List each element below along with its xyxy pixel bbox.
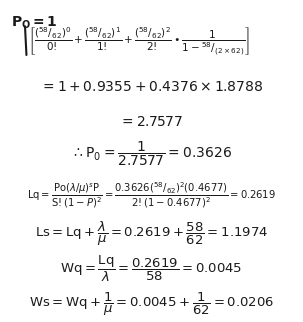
Text: $=2.7577$: $=2.7577$ [119, 115, 184, 129]
Text: $\mathbf{P_O=}\mathbf{1}$: $\mathbf{P_O=}\mathbf{1}$ [11, 15, 57, 31]
Text: $\therefore\mathrm{P_0=}\dfrac{1}{2.7577}=0.3626$: $\therefore\mathrm{P_0=}\dfrac{1}{2.7577… [71, 140, 232, 168]
Text: $\left[\dfrac{(^{58}/_{62})^0}{0!}+\dfrac{(^{58}/_{62})^1}{1!}+\dfrac{(^{58}/_{6: $\left[\dfrac{(^{58}/_{62})^0}{0!}+\dfra… [28, 26, 250, 58]
Text: $\mathrm{Ls=Lq+}\dfrac{\lambda}{\mu}=0.2619+\dfrac{58}{62}=1.1974$: $\mathrm{Ls=Lq+}\dfrac{\lambda}{\mu}=0.2… [35, 220, 268, 248]
Text: $=1+0.9355+0.4376\times1.8788$: $=1+0.9355+0.4376\times1.8788$ [40, 80, 263, 94]
Text: $\mathrm{Ws=Wq+}\dfrac{1}{\mu}=0.0045+\dfrac{1}{62}=0.0206$: $\mathrm{Ws=Wq+}\dfrac{1}{\mu}=0.0045+\d… [29, 291, 274, 318]
Text: $\mathrm{Lq=}\dfrac{\mathrm{Po}(\lambda/\mu)^s\mathrm{P}}{\mathrm{S}!(1-P)^2}=\d: $\mathrm{Lq=}\dfrac{\mathrm{Po}(\lambda/… [27, 181, 276, 210]
Text: $\mathrm{Wq=}\dfrac{\mathrm{Lq}}{\lambda}=\dfrac{0.2619}{58}=0.0045$: $\mathrm{Wq=}\dfrac{\mathrm{Lq}}{\lambda… [60, 254, 243, 284]
